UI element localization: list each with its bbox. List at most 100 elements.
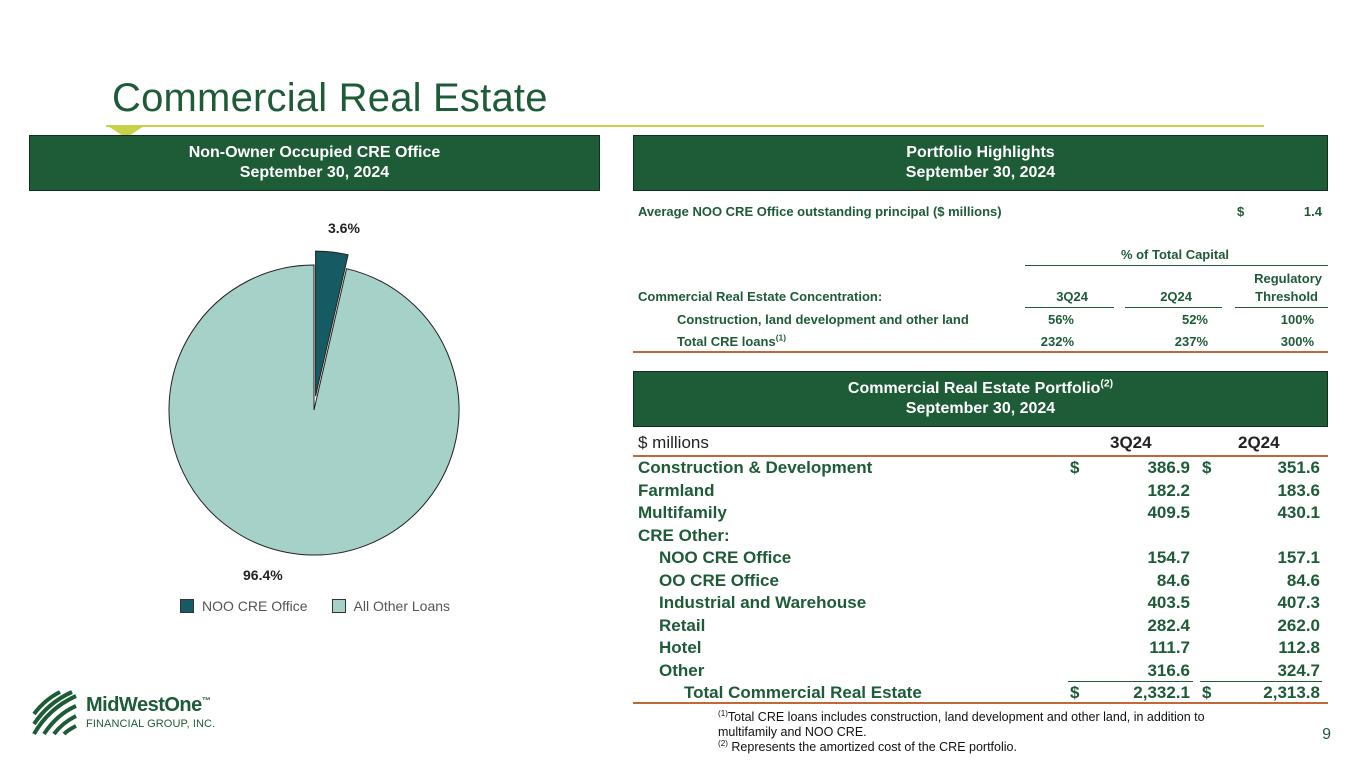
col-3q-rule [1025, 307, 1114, 308]
highlights-bottom-rule [633, 351, 1328, 353]
portfolio-header-line1: Commercial Real Estate Portfolio(2) [634, 379, 1327, 399]
portfolio-row-2q: 262.0 [1277, 615, 1320, 635]
portfolio-col-2q: 2Q24 [1238, 433, 1280, 452]
highlight-row-label: Construction, land development and other… [677, 312, 969, 327]
portfolio-row-currency-2q: $ [1202, 458, 1212, 477]
page-number: 9 [1322, 726, 1331, 743]
legend-label-other: All Other Loans [353, 598, 451, 614]
portfolio-row-label: OO CRE Office [659, 570, 779, 590]
portfolio-row-label: Other [659, 660, 705, 680]
portfolio-highlights-header: Portfolio Highlights September 30, 2024 [633, 135, 1328, 191]
col-reg-rule [1235, 307, 1328, 308]
pct-header-rule [1025, 265, 1328, 266]
total-3q-rule [1068, 681, 1193, 682]
portfolio-row-3q: 409.5 [1147, 503, 1190, 522]
highlight-row-3q: 232% [1040, 334, 1074, 349]
portfolio-row-currency-3q: $ [1070, 458, 1080, 477]
portfolio-row-label: Multifamily [638, 503, 727, 522]
portfolio-header-footnote-mark: (2) [1100, 378, 1114, 390]
portfolio-row-label: NOO CRE Office [659, 548, 792, 567]
portfolio-bottom-rule [633, 702, 1328, 704]
portfolio-row-2q: 84.6 [1286, 570, 1320, 590]
pie-legend: NOO CRE Office All Other Loans [180, 598, 474, 614]
company-logo: MidWestOne™ FINANCIAL GROUP, INC. [32, 690, 232, 740]
portfolio-header-line2: September 30, 2024 [905, 400, 1056, 417]
legend-label-noo: NOO CRE Office [202, 598, 308, 614]
portfolio-row-3q: 111.7 [1149, 638, 1190, 657]
portfolio-row-currency-2q: $ [1202, 683, 1212, 702]
portfolio-row-label: Retail [659, 615, 706, 635]
footnote-2-text: Represents the amortized cost of the CRE… [727, 740, 1017, 754]
avg-principal-currency: $ [1237, 204, 1245, 219]
noo-office-header-line2: September 30, 2024 [239, 164, 390, 181]
noo-office-header-line1: Non-Owner Occupied CRE Office [188, 144, 441, 161]
col-reg-header-2: Threshold [1255, 289, 1318, 304]
portfolio-col-3q: 3Q24 [1110, 433, 1152, 452]
footnote-1: (1)Total CRE loans includes construction… [718, 708, 1238, 740]
portfolio-row-3q: 282.4 [1147, 615, 1190, 635]
logo-subtitle: FINANCIAL GROUP, INC. [86, 718, 216, 730]
cre-portfolio-header: Commercial Real Estate Portfolio(2) Sept… [633, 371, 1328, 427]
units-label: $ millions [638, 433, 709, 452]
logo-tm: ™ [201, 695, 211, 706]
portfolio-row-3q: 84.6 [1156, 570, 1190, 590]
portfolio-header-title: Commercial Real Estate Portfolio [847, 380, 1101, 397]
col-reg-header-1: Regulatory [1254, 271, 1322, 286]
highlight-row-footnote-mark: (1) [775, 332, 787, 343]
portfolio-row-2q: 157.1 [1277, 548, 1320, 567]
portfolio-header-rule [633, 455, 1328, 457]
portfolio-row-3q: 182.2 [1147, 480, 1190, 500]
logo-name: MidWestOne™ [86, 694, 211, 717]
footnotes: (1)Total CRE loans includes construction… [718, 708, 1238, 755]
portfolio-row-2q: 2,313.8 [1263, 683, 1320, 702]
pie-slice-all-other-loans [168, 264, 460, 556]
total-2q-rule [1200, 681, 1322, 682]
concentration-label: Commercial Real Estate Concentration: [638, 289, 883, 304]
highlight-row-reg: 100% [1280, 312, 1314, 327]
portfolio-row-2q: 324.7 [1277, 660, 1320, 680]
highlight-row-label-text: Total CRE loans [677, 334, 776, 349]
highlights-header-line2: September 30, 2024 [905, 164, 1056, 181]
portfolio-row-3q: 403.5 [1147, 593, 1190, 612]
noo-office-pie-chart [168, 250, 460, 556]
pct-total-capital-header: % of Total Capital [1120, 247, 1230, 262]
pie-label-other: 96.4% [243, 567, 283, 583]
noo-office-header: Non-Owner Occupied CRE Office September … [29, 135, 600, 191]
legend-swatch-other [331, 599, 346, 613]
highlight-row-reg: 300% [1280, 334, 1314, 349]
portfolio-row-label: Hotel [659, 638, 702, 657]
portfolio-row-label: Total Commercial Real Estate [684, 683, 922, 702]
col-2q-rule [1125, 307, 1222, 308]
legend-item-other: All Other Loans [331, 598, 451, 614]
portfolio-row-2q: 407.3 [1277, 593, 1320, 612]
col-3q-header: 3Q24 [1056, 289, 1088, 304]
portfolio-row-label: Industrial and Warehouse [659, 593, 867, 612]
portfolio-row-2q: 112.8 [1278, 638, 1320, 657]
avg-principal-label: Average NOO CRE Office outstanding princ… [638, 204, 1002, 219]
footnote-1-text: Total CRE loans includes construction, l… [718, 710, 1205, 739]
portfolio-row-3q: 2,332.1 [1133, 683, 1190, 702]
highlight-row-2q: 237% [1174, 334, 1208, 349]
portfolio-row-label: Construction & Development [638, 458, 873, 477]
legend-swatch-noo [180, 599, 194, 613]
portfolio-row-currency-3q: $ [1070, 683, 1080, 702]
pie-slice-noo-cre-office [315, 250, 349, 397]
footnote-1-mark: (1) [718, 708, 728, 718]
portfolio-row-label: CRE Other: [638, 525, 730, 545]
portfolio-row-label: Farmland [638, 480, 715, 500]
portfolio-row-3q: 154.7 [1147, 548, 1190, 567]
page-title: Commercial Real Estate [112, 76, 548, 120]
pie-label-noo: 3.6% [328, 220, 360, 236]
title-divider [106, 125, 1264, 127]
col-2q-header: 2Q24 [1160, 289, 1192, 304]
portfolio-row-2q: 183.6 [1277, 480, 1320, 500]
logo-mark-icon [32, 690, 78, 736]
avg-principal-value: 1.4 [1303, 204, 1322, 219]
logo-name-text: MidWestOne [86, 694, 202, 716]
highlights-header-line1: Portfolio Highlights [906, 144, 1055, 161]
portfolio-row-2q: 430.1 [1277, 503, 1320, 522]
portfolio-row-3q: 316.6 [1147, 660, 1190, 680]
highlight-row-2q: 52% [1181, 312, 1208, 327]
highlight-row-3q: 56% [1047, 312, 1074, 327]
highlight-row-label: Total CRE loans(1) [677, 332, 787, 349]
